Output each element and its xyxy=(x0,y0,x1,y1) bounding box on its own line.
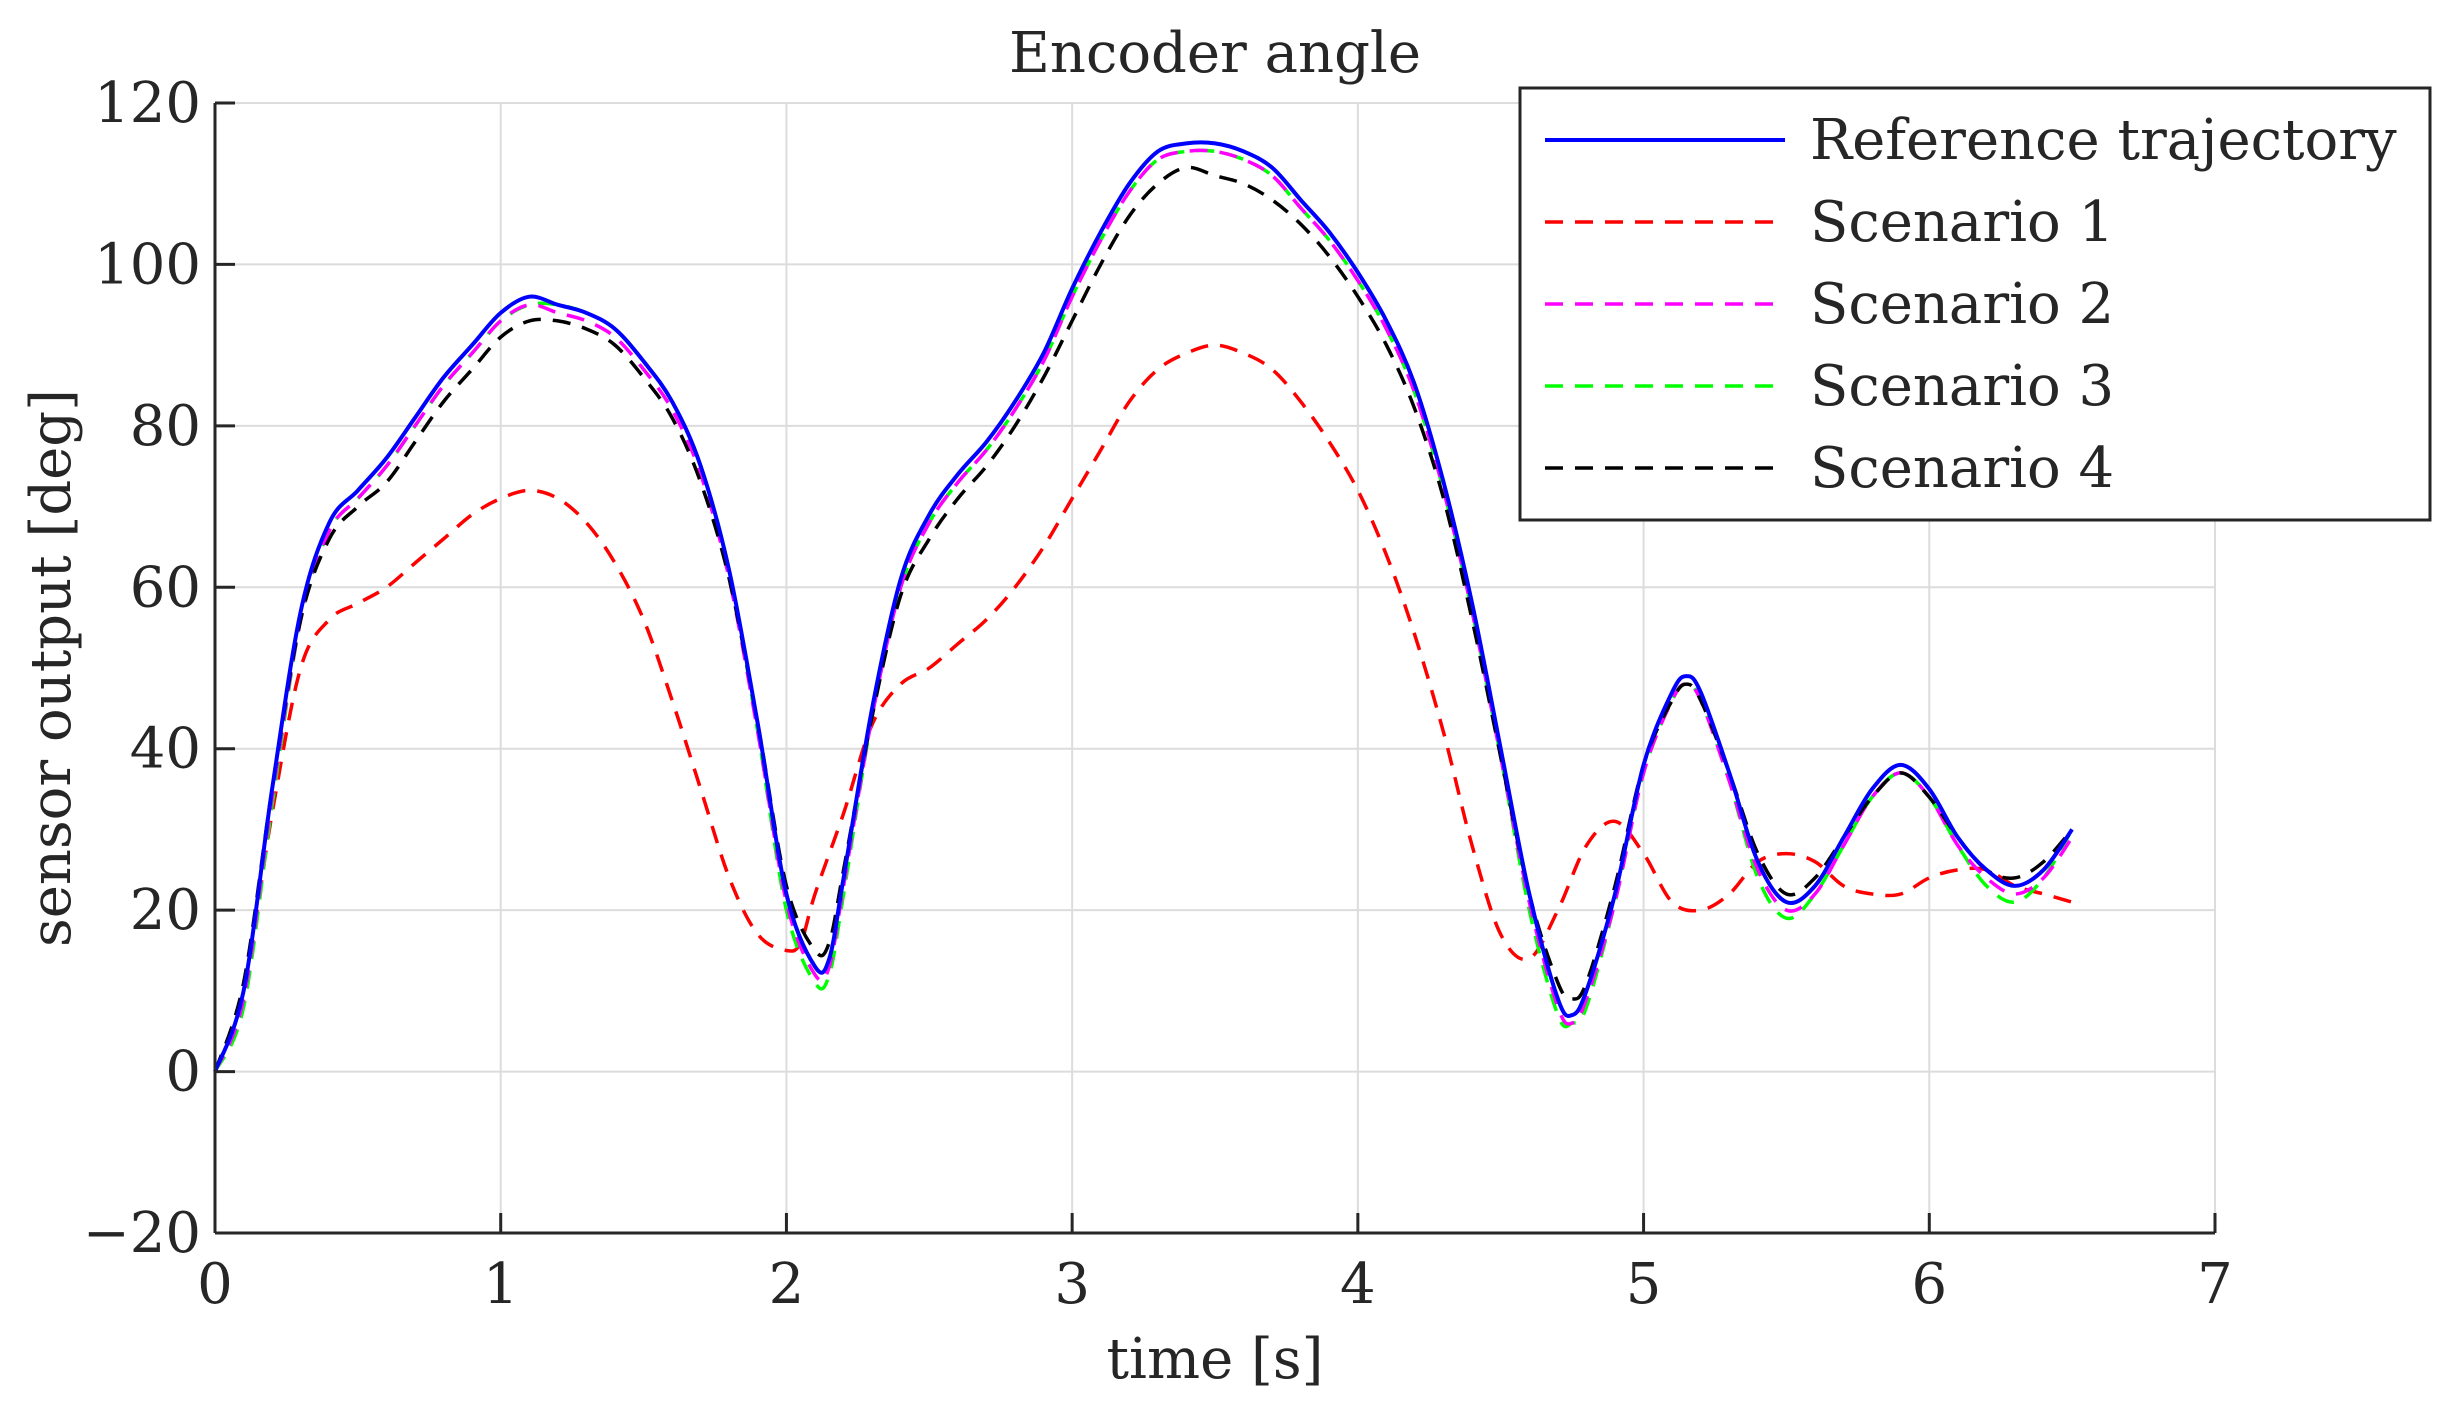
legend-label: Scenario 2 xyxy=(1810,272,2114,337)
series-layer xyxy=(213,140,2074,1073)
x-tick-label: 4 xyxy=(1340,1252,1376,1317)
legend: Reference trajectory Scenario 1 Scenario 2… xyxy=(1518,86,2432,522)
y-tick-label: 60 xyxy=(130,555,201,620)
x-tick-label: 6 xyxy=(1911,1252,1947,1317)
legend-label: Reference trajectory xyxy=(1810,108,2397,173)
y-ticks: −20 0 20 40 60 80 100 120 xyxy=(83,71,235,1266)
x-axis-label: time [s] xyxy=(1107,1327,1324,1392)
x-tick-label: 2 xyxy=(769,1252,805,1317)
y-tick-label: 0 xyxy=(165,1040,201,1105)
y-tick-label: 100 xyxy=(94,232,201,297)
y-axis-label: sensor output [deg] xyxy=(19,389,84,947)
x-tick-label: 0 xyxy=(197,1252,233,1317)
series-line-reference-trajectory xyxy=(213,140,2074,1073)
x-tick-label: 1 xyxy=(483,1252,519,1317)
x-tick-label: 7 xyxy=(2197,1252,2233,1317)
legend-label: Scenario 1 xyxy=(1810,190,2114,255)
y-tick-label: 40 xyxy=(130,717,201,782)
y-tick-label: −20 xyxy=(83,1201,201,1266)
series-line-scenario-1 xyxy=(213,343,2073,1073)
y-tick-label: 20 xyxy=(130,878,201,943)
legend-label: Scenario 4 xyxy=(1810,436,2114,501)
series-line-scenario-2 xyxy=(213,148,2074,1073)
chart-title: Encoder angle xyxy=(1009,21,1421,86)
y-tick-label: 80 xyxy=(130,394,201,459)
legend-label: Scenario 3 xyxy=(1810,354,2114,419)
y-tick-label: 120 xyxy=(94,71,201,136)
x-tick-label: 5 xyxy=(1626,1252,1662,1317)
x-tick-label: 3 xyxy=(1054,1252,1090,1317)
axes xyxy=(213,103,2215,1235)
x-ticks: 0 1 2 3 4 5 6 7 xyxy=(197,1213,2233,1317)
